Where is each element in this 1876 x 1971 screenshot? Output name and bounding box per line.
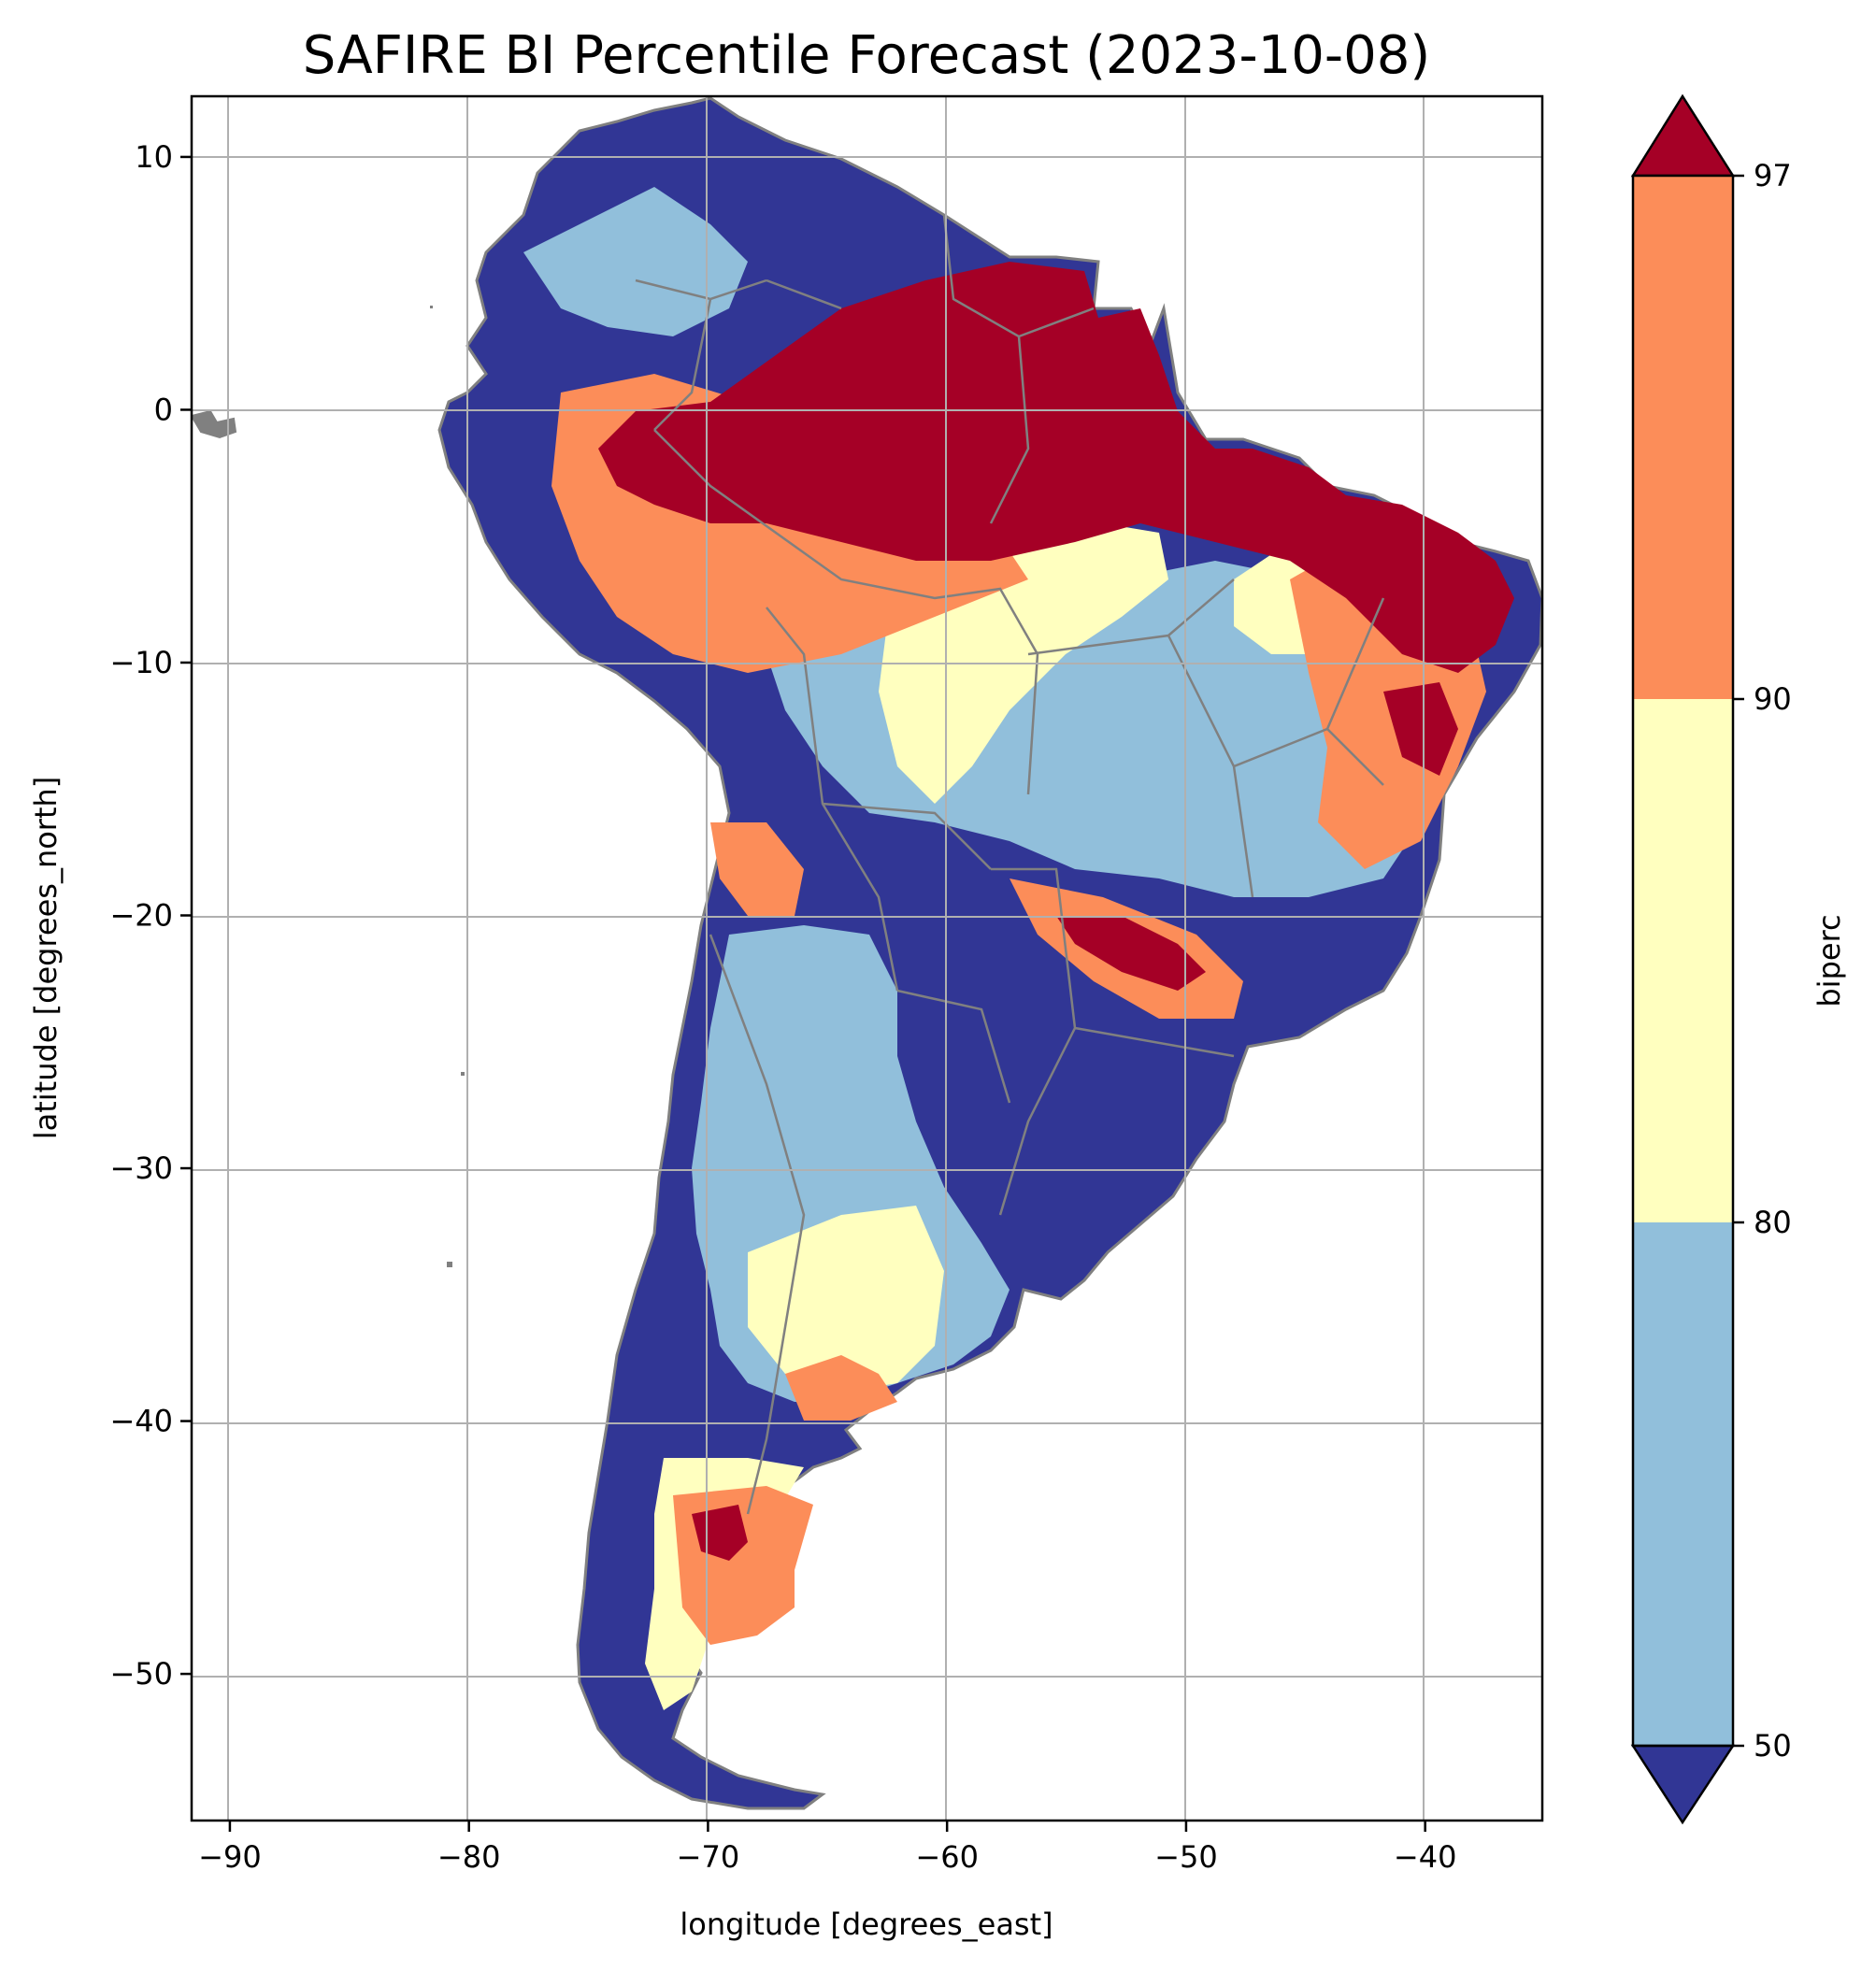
region-dark-red-northeast <box>1383 682 1458 776</box>
y-tick-label: −10 <box>109 645 173 680</box>
y-tick-label: −20 <box>109 898 173 934</box>
colorbar-tick-label: 90 <box>1754 681 1792 717</box>
colorbar-band-50-80 <box>1633 1222 1733 1746</box>
region-dark-red-southeast <box>1056 916 1206 991</box>
chart-title: SAFIRE BI Percentile Forecast (2023-10-0… <box>303 25 1430 86</box>
axes-frame <box>190 94 1544 1822</box>
region-light-blue-north <box>523 187 748 336</box>
y-axis-ticks: 10 0 −10 −20 −30 −40 −50 <box>109 139 192 1692</box>
colorbar: 50 80 90 97 biperc <box>1630 93 1847 1825</box>
colorbar-ticks: 50 80 90 97 <box>1733 158 1792 1764</box>
y-tick-label: −30 <box>109 1150 173 1186</box>
gridlines <box>192 96 1542 1821</box>
island-speck <box>461 1072 465 1076</box>
region-dark-red-amazon <box>598 262 1514 673</box>
y-axis-label: latitude [degrees_north] <box>28 777 64 1140</box>
y-tick-label: −40 <box>109 1404 173 1439</box>
x-tick-label: −50 <box>1154 1839 1218 1875</box>
colorbar-extend-over <box>1630 93 1736 178</box>
x-axis-label: longitude [degrees_east] <box>680 1907 1053 1942</box>
x-tick-label: −80 <box>437 1839 501 1875</box>
region-orange-pampa <box>785 1355 897 1421</box>
colorbar-extend-under <box>1630 1744 1736 1825</box>
x-tick-label: −70 <box>677 1839 740 1875</box>
colorbar-tick-label: 50 <box>1754 1728 1792 1764</box>
south-america-map <box>192 96 1542 1810</box>
admin-boundaries <box>635 214 1385 1515</box>
colorbar-label: biperc <box>1812 914 1847 1007</box>
colorbar-tick-label: 97 <box>1754 158 1792 193</box>
island-speck <box>430 306 433 308</box>
colorbar-frame <box>1631 174 1735 1748</box>
galapagos-islands <box>192 409 237 439</box>
x-axis-ticks: −90 −80 −70 −60 −50 −40 <box>198 1821 1456 1875</box>
colorbar-band-90-97 <box>1633 176 1733 699</box>
x-tick-label: −90 <box>198 1839 262 1875</box>
x-tick-label: −60 <box>915 1839 979 1875</box>
x-tick-label: −40 <box>1394 1839 1457 1875</box>
y-tick-label: 10 <box>135 139 173 175</box>
y-tick-label: 0 <box>154 392 173 427</box>
y-tick-label: −50 <box>109 1656 173 1692</box>
colorbar-band-80-90 <box>1633 699 1733 1222</box>
region-orange-andes <box>710 822 804 916</box>
colorbar-tick-label: 80 <box>1754 1205 1792 1240</box>
island-speck <box>447 1262 452 1267</box>
